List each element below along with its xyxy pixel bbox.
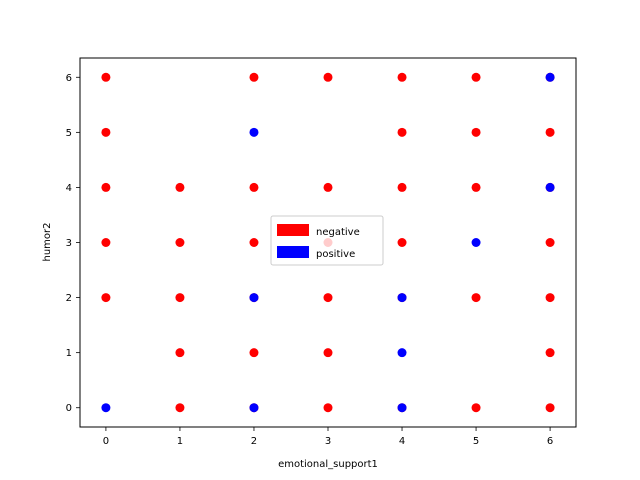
x-tick-label-4: 4 [399, 436, 405, 447]
y-tick-label-3: 3 [66, 238, 72, 249]
point-negative-25 [397, 182, 407, 192]
y-tick-label-2: 2 [66, 293, 72, 304]
point-negative-28 [471, 403, 481, 413]
point-negative-4 [101, 72, 111, 82]
data-points [101, 72, 555, 413]
point-negative-0 [101, 293, 111, 303]
point-negative-38 [545, 127, 555, 137]
y-axis-ticks: 0 1 2 3 4 5 6 [66, 73, 80, 414]
point-positive-2 [249, 293, 259, 303]
x-axis-label: emotional_support1 [278, 459, 378, 470]
point-negative-30 [471, 182, 481, 192]
point-positive-9 [545, 72, 555, 82]
legend: negative positive [270, 215, 384, 266]
point-negative-29 [471, 293, 481, 303]
point-negative-35 [545, 293, 555, 303]
y-tick-label-5: 5 [66, 128, 72, 139]
point-negative-24 [397, 238, 407, 247]
y-tick-label-4: 4 [66, 183, 72, 194]
x-tick-label-0: 0 [103, 436, 109, 447]
point-negative-26 [397, 127, 407, 137]
y-tick-label-1: 1 [66, 348, 72, 359]
point-negative-2 [101, 182, 111, 192]
x-tick-label-3: 3 [325, 436, 331, 447]
point-negative-8 [175, 238, 185, 247]
point-negative-1 [101, 238, 111, 247]
point-negative-13 [249, 238, 259, 247]
y-axis-label: humor2 [42, 222, 53, 261]
point-negative-33 [545, 403, 555, 413]
legend-label-positive: positive [316, 249, 355, 260]
point-negative-21 [323, 72, 333, 82]
x-tick-label-6: 6 [547, 436, 553, 447]
x-tick-label-1: 1 [177, 436, 183, 447]
y-tick-label-6: 6 [66, 73, 72, 84]
point-negative-34 [545, 348, 555, 358]
point-negative-16 [323, 403, 333, 413]
x-tick-label-5: 5 [473, 436, 479, 447]
point-negative-5 [175, 403, 185, 413]
point-negative-36 [545, 238, 555, 247]
y-tick-label-0: 0 [66, 403, 72, 414]
point-negative-9 [175, 182, 185, 192]
point-positive-3 [249, 127, 259, 137]
point-negative-6 [175, 348, 185, 358]
point-positive-8 [545, 182, 555, 192]
point-negative-27 [397, 72, 407, 82]
legend-label-negative: negative [316, 227, 360, 238]
point-positive-1 [249, 403, 259, 413]
point-positive-6 [397, 293, 407, 303]
legend-swatch-positive [277, 246, 309, 258]
point-positive-5 [397, 348, 407, 358]
point-negative-31 [471, 127, 481, 137]
legend-swatch-negative [277, 224, 309, 236]
point-negative-32 [471, 72, 481, 82]
point-negative-7 [175, 293, 185, 303]
point-positive-4 [397, 403, 407, 413]
point-negative-11 [249, 348, 259, 358]
point-negative-3 [101, 127, 111, 137]
point-negative-20 [323, 182, 333, 192]
point-negative-17 [323, 348, 333, 358]
point-positive-7 [471, 238, 481, 247]
x-tick-label-2: 2 [251, 436, 257, 447]
point-negative-15 [249, 72, 259, 82]
point-negative-18 [323, 293, 333, 303]
point-positive-0 [101, 403, 111, 413]
x-axis-ticks: 0 1 2 3 4 5 6 [103, 427, 553, 447]
point-negative-14 [249, 182, 259, 192]
